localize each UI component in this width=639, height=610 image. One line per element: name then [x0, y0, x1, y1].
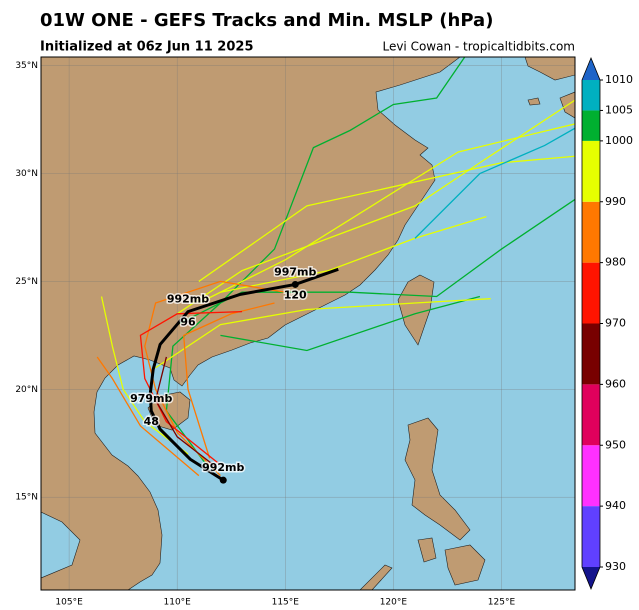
x-tick-label: 105°E — [55, 598, 83, 608]
member-track — [96, 356, 200, 477]
colorbar-bin — [582, 262, 600, 324]
y-tick-label: 25°N — [15, 277, 38, 287]
member-track — [155, 298, 491, 369]
member-track — [220, 216, 487, 293]
pressure-label: 997mb — [274, 265, 316, 278]
chart-title: 01W ONE - GEFS Tracks and Min. MSLP (hPa… — [40, 10, 493, 31]
pressure-label: 992mb — [167, 293, 209, 306]
member-track — [198, 155, 575, 282]
member-track — [176, 99, 575, 315]
taiwan — [397, 274, 435, 346]
colorbar-tick-label: 1010 — [605, 73, 633, 86]
track-point — [291, 280, 299, 288]
x-tick-label: 120°E — [380, 598, 408, 608]
colorbar-bin — [582, 506, 600, 567]
member-track — [414, 127, 575, 239]
colorbar-extend-low — [582, 567, 600, 589]
x-tick-label: 115°E — [272, 598, 300, 608]
member-track — [100, 296, 189, 455]
track-point — [219, 476, 227, 484]
jeju — [527, 97, 541, 106]
subtitle: Initialized at 06z Jun 11 2025 — [40, 40, 253, 55]
hour-label: 120 — [284, 288, 307, 301]
colorbar-tick-label: 980 — [605, 256, 626, 269]
luzon — [404, 417, 471, 541]
mean-track-line — [148, 267, 339, 482]
colorbar-extend-high — [582, 58, 600, 80]
mindoro — [417, 537, 437, 563]
colorbar-bin — [582, 384, 600, 446]
colorbar-bin — [582, 445, 600, 507]
member-track — [183, 302, 275, 459]
member-track — [165, 57, 466, 470]
colorbar-tick-label: 1005 — [605, 103, 633, 116]
colorbar-bin — [582, 110, 600, 141]
y-tick-label: 30°N — [15, 169, 38, 179]
land — [41, 57, 575, 590]
colorbar: 930 940 950 960 970 980 990 1000 1005 1010 — [581, 56, 633, 591]
credit: Levi Cowan - tropicaltidbits.com — [382, 40, 575, 54]
visayas — [444, 544, 486, 586]
axes: 105°E 110°E 115°E 120°E 125°E 15°N 20°N 25°N 30°… — [15, 61, 515, 607]
member-track — [144, 280, 286, 477]
gulf-of-thailand — [41, 511, 81, 579]
mainland — [41, 57, 461, 590]
map: 992mb 979mb 992mb 997mb 48 96 120 — [41, 57, 575, 590]
member-track — [220, 295, 481, 352]
colorbar-tick-label: 940 — [605, 499, 626, 512]
palawan — [359, 564, 393, 590]
member-track — [198, 123, 575, 304]
map-frame — [40, 56, 576, 591]
pressure-label: 979mb — [130, 392, 172, 405]
colorbar-bin — [582, 80, 600, 111]
colorbar-bin — [582, 323, 600, 385]
colorbar-tick-label: 930 — [605, 560, 626, 573]
y-tick-label: 35°N — [15, 61, 38, 71]
x-tick-label: 125°E — [488, 598, 516, 608]
colorbar-bin — [582, 201, 600, 263]
x-tick-label: 110°E — [164, 598, 192, 608]
member-track — [154, 356, 217, 468]
colorbar-tick-label: 960 — [605, 377, 626, 390]
mean-track: 992mb 979mb 992mb 997mb 48 96 120 — [129, 264, 339, 484]
colorbar-tick-label: 970 — [605, 317, 626, 330]
colorbar-tick-label: 990 — [605, 195, 626, 208]
colorbar-tick-label: 1000 — [605, 134, 633, 147]
colorbar-bin — [582, 140, 600, 202]
y-tick-label: 20°N — [15, 385, 38, 395]
pressure-label: 992mb — [202, 461, 244, 474]
hour-label: 96 — [180, 316, 196, 329]
y-tick-label: 15°N — [15, 493, 38, 503]
korea — [524, 57, 575, 81]
hour-label: 48 — [144, 415, 159, 428]
grid — [41, 57, 575, 590]
colorbar-tick-label: 950 — [605, 438, 626, 451]
